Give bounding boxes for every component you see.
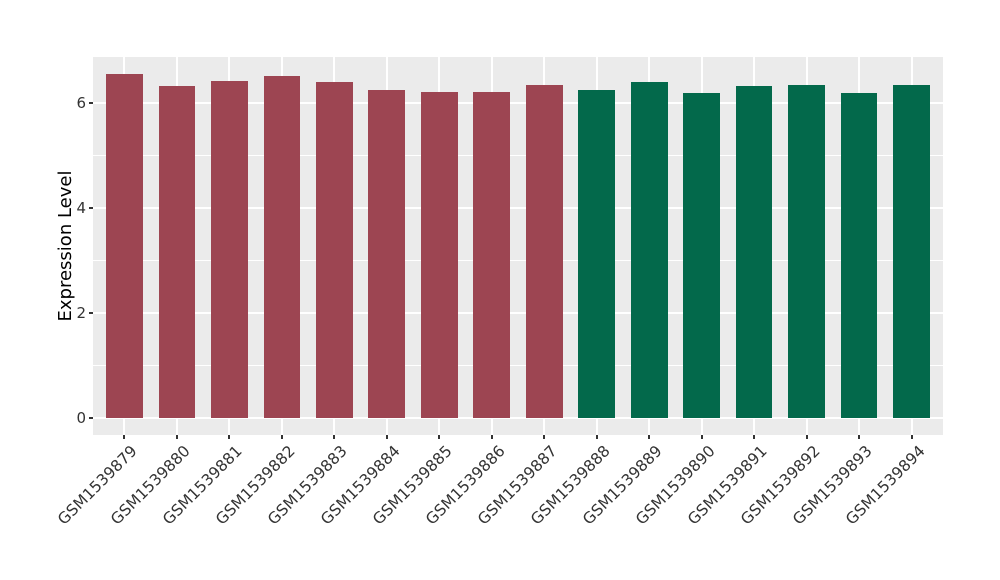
y-tick-label: 2 <box>76 303 86 322</box>
x-axis-tick <box>543 435 546 439</box>
x-axis-tick <box>753 435 756 439</box>
x-axis-tick <box>490 435 493 439</box>
y-tick-label: 6 <box>76 93 86 112</box>
y-axis-tick <box>89 416 93 419</box>
bar <box>315 82 353 418</box>
bar <box>630 82 668 418</box>
x-axis-tick <box>175 435 178 439</box>
bar <box>735 86 773 418</box>
bar <box>420 92 458 418</box>
bar <box>473 91 511 418</box>
gridline-major-horizontal <box>93 311 943 314</box>
bar <box>263 76 301 418</box>
y-axis-tick <box>89 206 93 209</box>
bar <box>788 84 825 418</box>
y-axis-tick <box>89 311 93 314</box>
bar <box>368 90 406 418</box>
bar <box>893 84 930 418</box>
bar <box>578 90 616 418</box>
gridline-minor-horizontal <box>93 154 943 156</box>
bar <box>683 93 720 418</box>
x-axis-tick <box>385 435 388 439</box>
gridline-minor-horizontal <box>93 259 943 261</box>
y-axis-title: Expression Level <box>55 170 76 322</box>
bar <box>525 84 563 418</box>
x-axis-tick <box>333 435 336 439</box>
bar <box>211 80 248 418</box>
x-axis-tick <box>280 435 283 439</box>
y-axis-tick <box>89 101 93 104</box>
gridline-major-horizontal <box>93 416 943 419</box>
x-axis-tick <box>858 435 861 439</box>
x-axis-tick <box>123 435 126 439</box>
plot-panel <box>93 57 943 435</box>
x-axis-tick <box>910 435 913 439</box>
x-axis-tick <box>700 435 703 439</box>
x-axis-tick <box>438 435 441 439</box>
bar <box>106 74 143 418</box>
y-tick-label: 4 <box>76 198 86 217</box>
y-tick-label: 0 <box>76 408 86 427</box>
bar <box>840 93 878 418</box>
x-axis-tick <box>228 435 231 439</box>
x-axis-tick <box>648 435 651 439</box>
bar <box>158 86 196 418</box>
x-axis-tick <box>805 435 808 439</box>
x-axis-tick <box>595 435 598 439</box>
gridline-major-horizontal <box>93 206 943 209</box>
gridline-minor-horizontal <box>93 364 943 366</box>
gridline-major-horizontal <box>93 101 943 104</box>
